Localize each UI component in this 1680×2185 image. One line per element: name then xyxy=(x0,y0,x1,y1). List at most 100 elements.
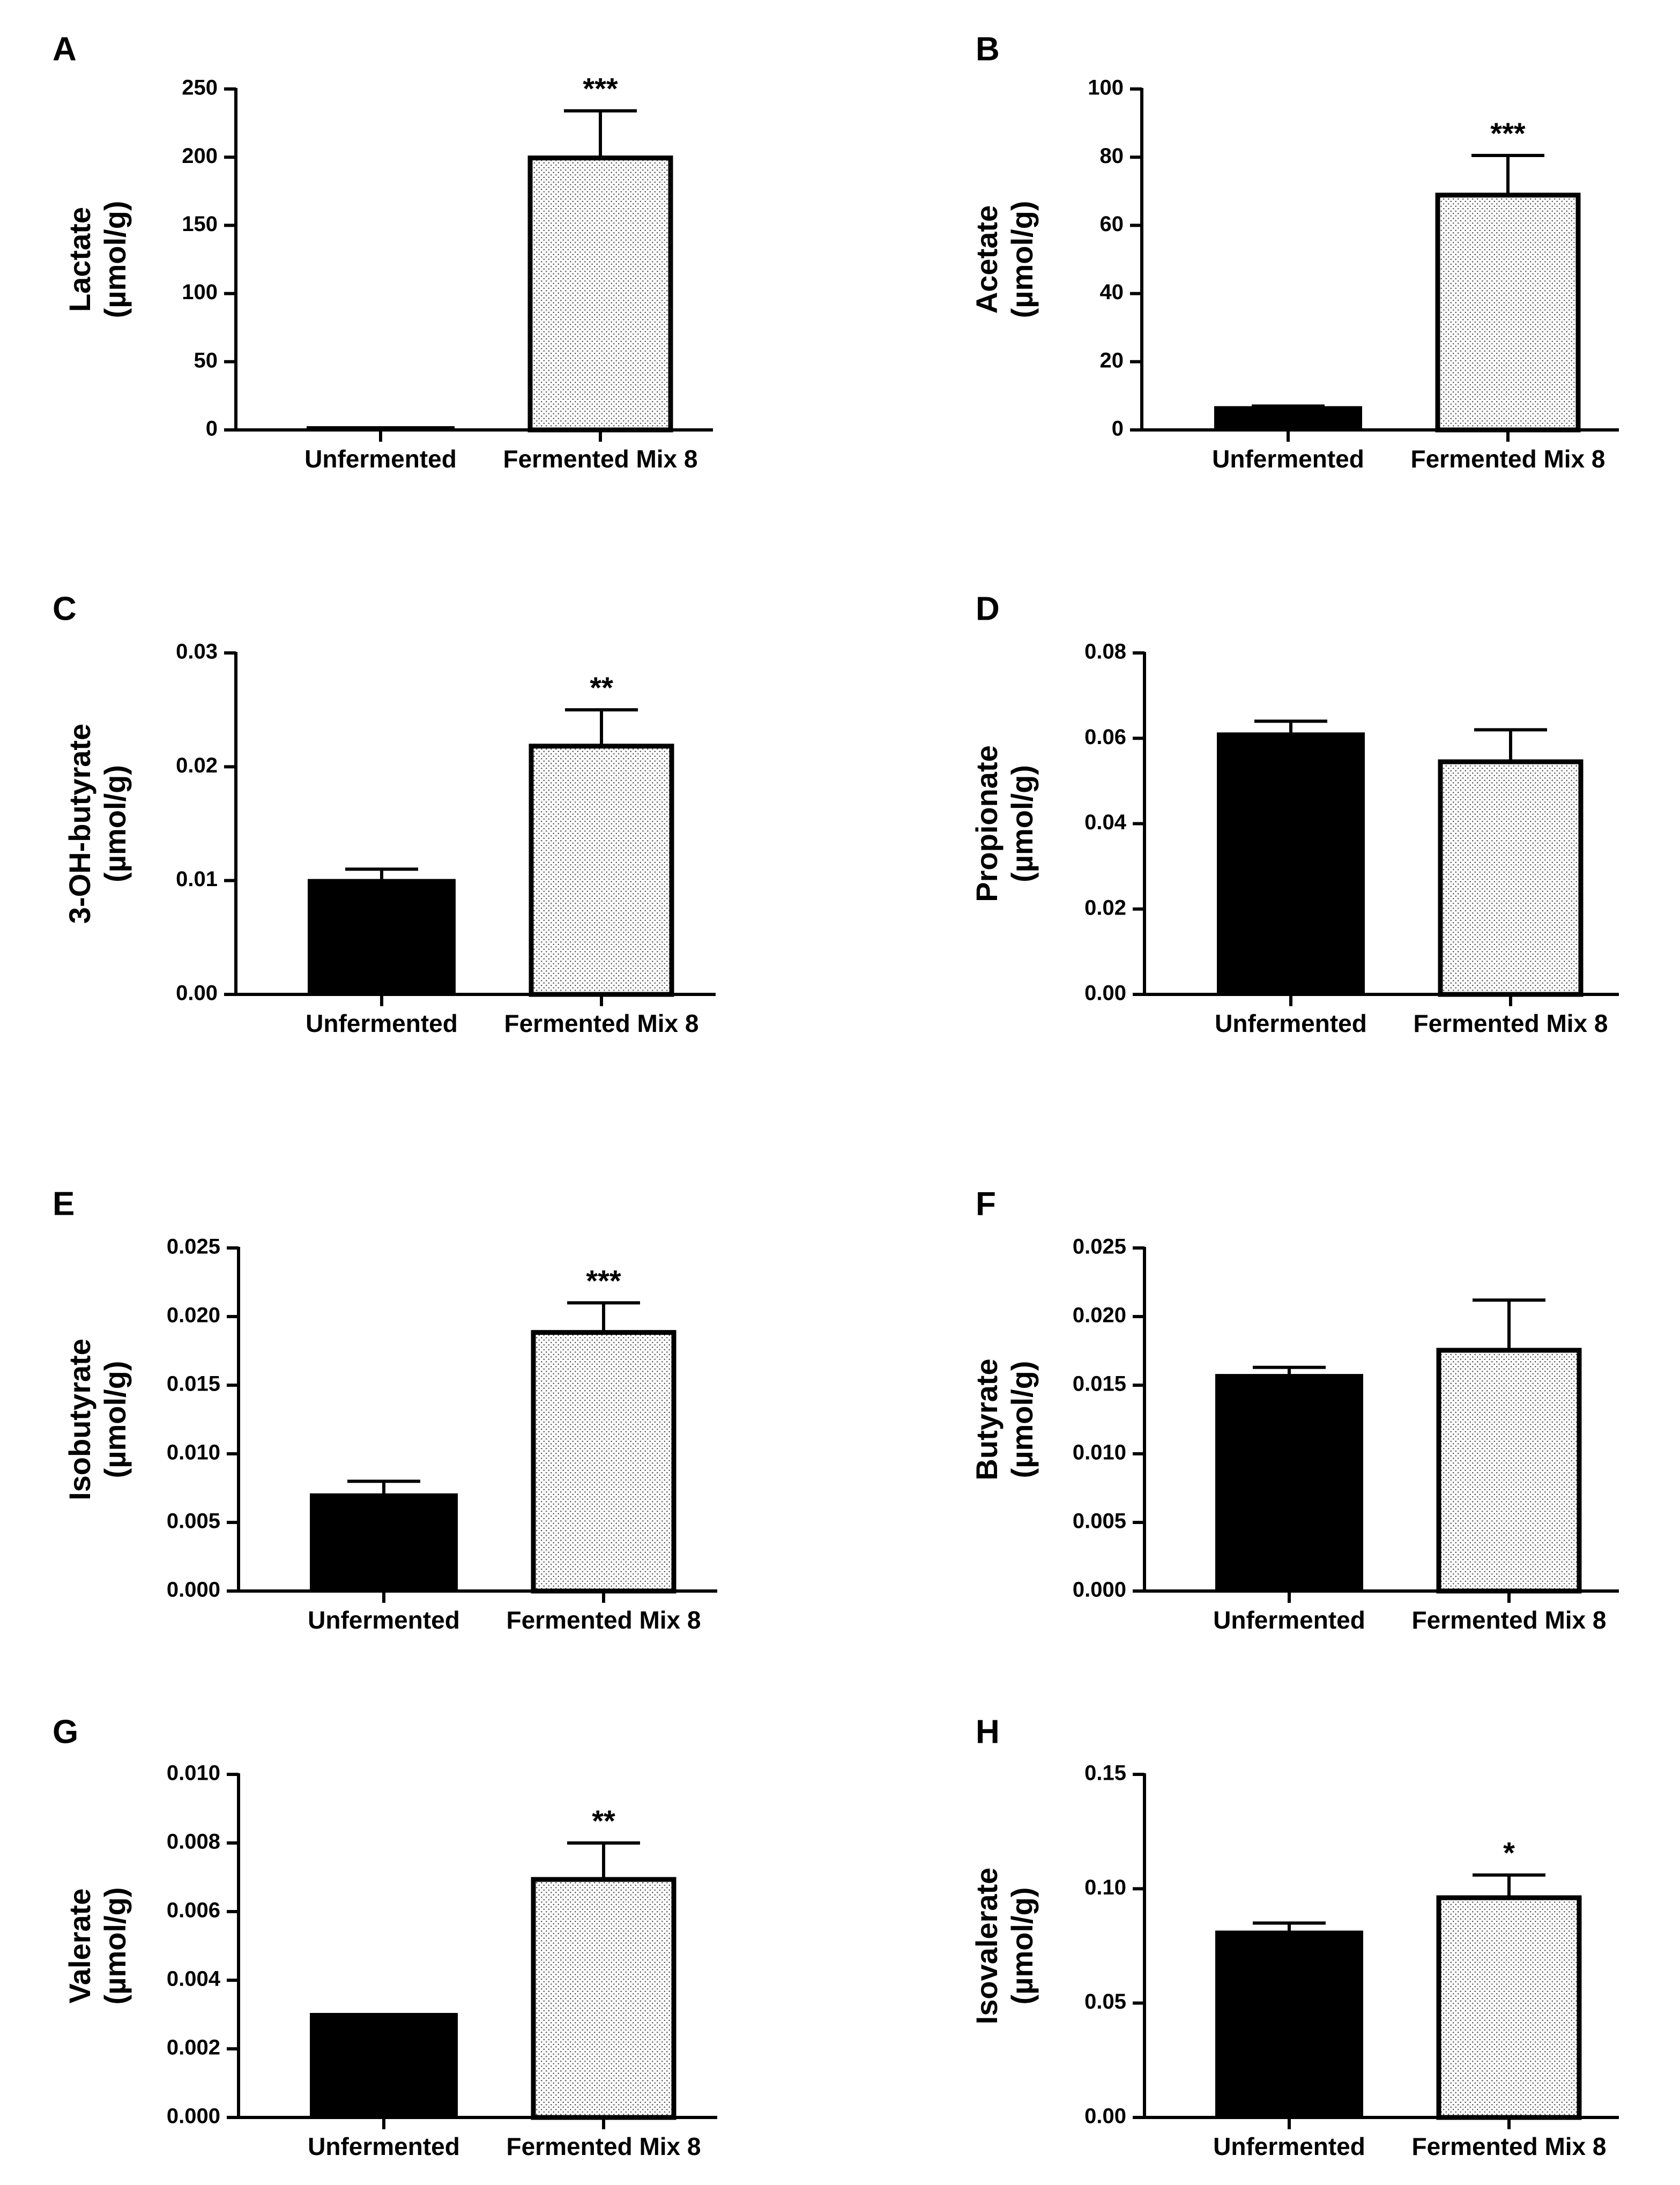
x-category-label: Unfermented xyxy=(1215,1009,1367,1037)
x-category-label: Fermented Mix 8 xyxy=(1414,1009,1608,1037)
y-tick-label: 0.000 xyxy=(1073,1578,1126,1602)
y-tick-label: 0.15 xyxy=(1084,1762,1126,1785)
y-tick-label: 0.00 xyxy=(176,982,218,1005)
panel-letter: D xyxy=(976,590,1000,627)
y-axis-title-line: 3-OH-butyrate xyxy=(63,724,96,924)
y-axis-title-line: (µmol/g) xyxy=(1005,1361,1039,1478)
y-axis-title: Acetate(µmol/g) xyxy=(970,201,1039,318)
y-tick-label: 0.01 xyxy=(176,867,218,891)
y-axis-title-line: Valerate xyxy=(63,1889,96,2004)
y-tick-label: 150 xyxy=(182,212,218,236)
panel-letter: G xyxy=(53,1713,78,1750)
panel-letter: C xyxy=(53,590,77,627)
panel-letter: E xyxy=(53,1185,75,1222)
x-category-label: Unfermented xyxy=(1213,1606,1365,1634)
panel-e: E Isobutyrate(µmol/g) 0.000 0.005 0.010 0.015… xyxy=(53,1185,717,1634)
y-tick-label: 200 xyxy=(182,144,218,168)
y-tick-label: 0.020 xyxy=(167,1304,220,1327)
y-axis-title-line: (µmol/g) xyxy=(1005,765,1039,882)
y-axis-title: Isovalerate(µmol/g) xyxy=(970,1868,1039,2025)
bar-fermented xyxy=(1436,1348,1582,1594)
y-tick-label: 0.010 xyxy=(167,1762,220,1785)
x-category-label: Fermented Mix 8 xyxy=(1412,1606,1607,1634)
y-axis-title: Propionate(µmol/g) xyxy=(970,745,1039,902)
y-tick-label: 0.015 xyxy=(167,1372,220,1396)
panel-b: B Acetate(µmol/g) 0 20 40 60 80 100 Unfermented F… xyxy=(970,31,1619,473)
y-tick-label: 0.06 xyxy=(1084,725,1126,749)
y-axis-title: Isobutyrate(µmol/g) xyxy=(63,1339,132,1500)
y-axis-title-line: Lactate xyxy=(63,207,96,312)
y-axis-title: Valerate(µmol/g) xyxy=(63,1887,132,2005)
x-category-label: Unfermented xyxy=(308,2132,460,2160)
y-axis-title-line: (µmol/g) xyxy=(1005,201,1039,318)
y-axis-title-line: Isovalerate xyxy=(970,1868,1003,2025)
x-category-label: Fermented Mix 8 xyxy=(1412,2132,1607,2160)
y-axis-title-line: Acetate xyxy=(970,205,1003,314)
y-tick-label: 60 xyxy=(1100,212,1124,236)
y-tick-label: 0.005 xyxy=(167,1510,220,1533)
y-tick-label: 250 xyxy=(182,76,218,100)
y-tick-label: 0.04 xyxy=(1084,811,1127,834)
y-tick-label: 0.02 xyxy=(1084,896,1126,919)
y-axis-title: Butyrate(µmol/g) xyxy=(970,1358,1039,1480)
panel-h: H Isovalerate(µmol/g) 0.00 0.05 0.10 0.15 Unfe… xyxy=(970,1713,1619,2160)
y-tick-label: 0.00 xyxy=(1084,982,1126,1005)
bar-unfermented xyxy=(310,2013,458,2119)
y-axis-title-line: Isobutyrate xyxy=(63,1339,96,1500)
bar-unfermented xyxy=(1214,406,1362,432)
y-tick-label: 0.006 xyxy=(167,1899,220,1922)
y-tick-label: 0.005 xyxy=(1073,1510,1126,1533)
panel-f: F Butyrate(µmol/g) 0.000 0.005 0.010 0.015 0.0… xyxy=(970,1185,1619,1634)
significance-marker: * xyxy=(1503,1836,1515,1870)
bar-fermented xyxy=(1435,192,1581,433)
panel-d: D Propionate(µmol/g) 0.00 0.02 0.04 0.06 0.08 U… xyxy=(970,590,1619,1037)
panel-c: C 3-OH-butyrate(µmol/g) 0.00 0.01 0.02 0.03 Un… xyxy=(53,590,716,1037)
y-tick-label: 0.02 xyxy=(176,754,218,777)
x-category-label: Unfermented xyxy=(308,1606,460,1634)
y-axis-title-line: Butyrate xyxy=(970,1358,1003,1480)
y-tick-label: 0.004 xyxy=(167,1967,221,1991)
x-category-label: Fermented Mix 8 xyxy=(507,2132,701,2160)
bar-fermented xyxy=(531,1330,677,1594)
bar-unfermented xyxy=(307,426,455,432)
x-category-label: Fermented Mix 8 xyxy=(503,445,698,473)
y-tick-label: 20 xyxy=(1100,348,1124,372)
x-category-label: Fermented Mix 8 xyxy=(1411,445,1605,473)
x-category-label: Unfermented xyxy=(304,445,457,473)
y-axis-title-line: (µmol/g) xyxy=(1005,1887,1039,2005)
y-axis-title-line: (µmol/g) xyxy=(98,1361,132,1478)
y-tick-label: 0.08 xyxy=(1084,640,1126,664)
y-axis-title-line: (µmol/g) xyxy=(98,765,132,882)
bar-fermented xyxy=(1438,759,1584,997)
y-tick-label: 0.008 xyxy=(167,1830,220,1854)
y-tick-label: 0.025 xyxy=(1073,1235,1126,1259)
y-tick-label: 80 xyxy=(1100,144,1124,168)
y-tick-label: 0.010 xyxy=(1073,1441,1126,1465)
y-tick-label: 0 xyxy=(206,417,218,441)
x-category-label: Fermented Mix 8 xyxy=(507,1606,701,1634)
bar-fermented xyxy=(529,744,674,997)
bar-fermented xyxy=(527,155,673,433)
significance-marker: *** xyxy=(1490,116,1526,150)
y-tick-label: 0.000 xyxy=(167,2105,220,2128)
y-axis-title: Lactate(µmol/g) xyxy=(63,201,132,318)
panel-a: A Lactate(µmol/g) 0 50 100 150 200 250 Unferment… xyxy=(53,31,713,473)
y-tick-label: 0.05 xyxy=(1084,1990,1126,2013)
bar-unfermented xyxy=(308,879,456,996)
panel-letter: F xyxy=(976,1185,996,1222)
y-axis-title-line: (µmol/g) xyxy=(98,201,132,318)
y-tick-label: 0.03 xyxy=(176,640,218,664)
significance-marker: ** xyxy=(592,1804,615,1838)
bar-fermented xyxy=(1436,1895,1582,2120)
significance-marker: ** xyxy=(590,671,613,704)
bar-fermented xyxy=(531,1877,677,2120)
y-tick-label: 0.10 xyxy=(1084,1876,1126,1899)
y-tick-label: 0 xyxy=(1112,417,1124,441)
y-axis-title-line: Propionate xyxy=(970,745,1003,902)
y-tick-label: 0.002 xyxy=(167,2036,220,2060)
panel-letter: A xyxy=(53,31,77,68)
x-category-label: Unfermented xyxy=(1212,445,1364,473)
y-tick-label: 40 xyxy=(1100,280,1124,304)
bar-unfermented xyxy=(1217,732,1365,996)
